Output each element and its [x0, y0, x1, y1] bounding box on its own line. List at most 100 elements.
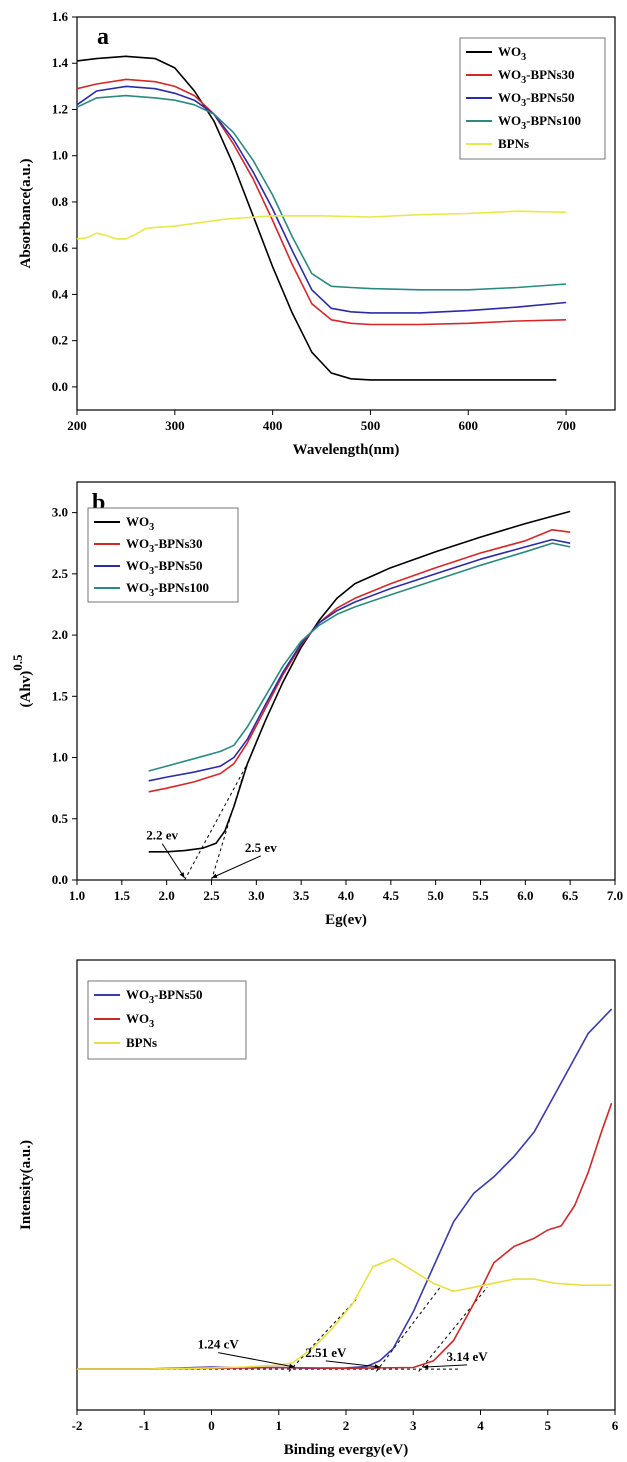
- tangent-line: [184, 763, 248, 881]
- x-axis-label: Wavelength(nm): [293, 442, 400, 458]
- x-tick-label: 5.5: [472, 888, 489, 903]
- x-tick-label: -1: [139, 1418, 150, 1433]
- series-line: [76, 94, 567, 291]
- x-tick-label: 400: [263, 418, 283, 433]
- annotation-arrowhead: [211, 873, 218, 878]
- annotation-label: 2.51 eV: [305, 1345, 347, 1360]
- y-tick-label: 1.0: [52, 148, 68, 163]
- panel-c: -2 -1 0 1 2 3 4 5 6 Binding evergy(eV) Intensity(a…: [18, 959, 619, 1458]
- y-axis-label-superscript: 0.5: [10, 654, 25, 671]
- series-line: [77, 1008, 613, 1370]
- y-tick-label: 3.0: [52, 505, 68, 520]
- series-line: [77, 1257, 612, 1370]
- legend-entry-subscript: 3: [149, 522, 154, 533]
- x-tick-label: 5.0: [428, 888, 444, 903]
- x-tick-label: 2.0: [159, 888, 175, 903]
- x-tick-label: 500: [361, 418, 381, 433]
- legend-entry-subscript: 3: [521, 98, 526, 109]
- legend-entry-subscript: 3: [149, 995, 154, 1006]
- x-tick-label: 6.0: [517, 888, 533, 903]
- x-tick-label: -2: [72, 1418, 83, 1433]
- legend-entry: WO3-BPNs30: [126, 536, 203, 555]
- annotation-arrowhead: [179, 872, 185, 878]
- x-tick-label: 1.5: [114, 888, 131, 903]
- series-line: [148, 510, 571, 853]
- y-tick-label: 0.4: [52, 286, 69, 301]
- x-tick-label: 4.5: [383, 888, 400, 903]
- legend-entry-subscript: 3: [149, 544, 154, 555]
- annotation-arrow: [218, 1352, 295, 1368]
- annotation-label: 1.24 cV: [198, 1337, 240, 1352]
- x-tick-label: 6.5: [562, 888, 579, 903]
- annotation-arrowhead: [374, 1364, 381, 1369]
- panel-a: 200 300 400 500 600 700 0.0 0.2 0.4 0.6 0.8 1.0 1.2 1…: [18, 9, 616, 458]
- y-tick-label: 1.5: [52, 688, 69, 703]
- legend-entry: WO3-BPNs50: [126, 558, 203, 577]
- x-tick-label: 300: [165, 418, 185, 433]
- legend-entry: WO3-BPNs100: [126, 580, 209, 599]
- panel-b: 1.0 1.5 2.0 2.5 3.0 3.5 4.0 4.5 5.0 5.5 6.0 6.5 7.0 0…: [10, 481, 623, 928]
- x-tick-label: 200: [67, 418, 87, 433]
- x-tick-label: 2.5: [203, 888, 220, 903]
- legend-entry-suffix: -BPNs50: [154, 987, 202, 1002]
- legend-entry: WO3-BPNs30: [498, 67, 575, 86]
- legend-entry: WO3-BPNs50: [126, 987, 203, 1006]
- y-axis-label: Intensity(a.u.): [18, 1140, 34, 1230]
- annotation-label: 2.2 ev: [146, 828, 178, 843]
- legend-box: [87, 507, 239, 603]
- annotation-arrow: [325, 1360, 381, 1368]
- x-axis-label: Eg(ev): [325, 912, 367, 928]
- legend-entry: WO3: [126, 1011, 154, 1030]
- y-tick-label: 2.0: [52, 627, 68, 642]
- x-tick-label: 5: [545, 1418, 552, 1433]
- annotation-label: 2.5 ev: [245, 840, 277, 855]
- y-tick-label: 0.8: [52, 194, 69, 209]
- legend-entry-suffix: -BPNs100: [526, 113, 581, 128]
- y-tick-label: 1.0: [52, 750, 68, 765]
- x-tick-label: 1.0: [69, 888, 85, 903]
- legend-entry-subscript: 3: [521, 75, 526, 86]
- y-axis-label: Absorbance(a.u.): [18, 158, 34, 268]
- x-tick-label: 700: [556, 418, 576, 433]
- series-line: [77, 1102, 613, 1370]
- series-line: [76, 210, 567, 240]
- annotation-arrowhead: [422, 1364, 429, 1370]
- plot-frame: [76, 16, 616, 411]
- x-axis-label: Binding evergy(eV): [284, 1442, 409, 1458]
- annotation-arrowhead: [289, 1363, 295, 1369]
- legend-entry: WO3: [498, 44, 526, 63]
- annotation-label: 3.14 eV: [446, 1349, 488, 1364]
- legend-entry-suffix: -BPNs100: [154, 580, 209, 595]
- legend-entry-suffix: -BPNs30: [154, 536, 202, 551]
- y-tick-label: 0.0: [52, 872, 68, 887]
- y-tick-label: 2.5: [52, 566, 69, 581]
- x-tick-label: 1: [276, 1418, 283, 1433]
- legend-entry-suffix: -BPNs50: [526, 90, 574, 105]
- y-tick-label: 1.6: [52, 9, 69, 24]
- series-line: [148, 542, 571, 772]
- legend-entry: WO3-BPNs100: [498, 113, 581, 132]
- y-tick-label: 0.2: [52, 333, 68, 348]
- x-tick-label: 0: [208, 1418, 215, 1433]
- x-tick-label: 3.5: [293, 888, 310, 903]
- series-line: [76, 55, 557, 381]
- y-tick-label: 0.5: [52, 811, 69, 826]
- panel-letter: a: [97, 24, 109, 50]
- x-tick-label: 6: [612, 1418, 619, 1433]
- legend-entry-subscript: 3: [149, 566, 154, 577]
- y-tick-label: 0.6: [52, 240, 69, 255]
- y-tick-label: 1.4: [52, 55, 69, 70]
- y-tick-label: 0.0: [52, 379, 68, 394]
- annotation-arrow: [211, 855, 262, 879]
- series-line: [76, 78, 567, 326]
- x-tick-label: 3.0: [248, 888, 264, 903]
- legend-entry-subscript: 3: [521, 52, 526, 63]
- y-axis-label: (Ahv)0.5: [10, 654, 34, 707]
- x-tick-label: 600: [459, 418, 479, 433]
- legend-entry-subscript: 3: [149, 1019, 154, 1030]
- series-line: [76, 85, 567, 314]
- legend-entry-suffix: -BPNs30: [526, 67, 574, 82]
- tangent-line: [375, 1286, 441, 1372]
- legend-entry: WO3: [126, 514, 154, 533]
